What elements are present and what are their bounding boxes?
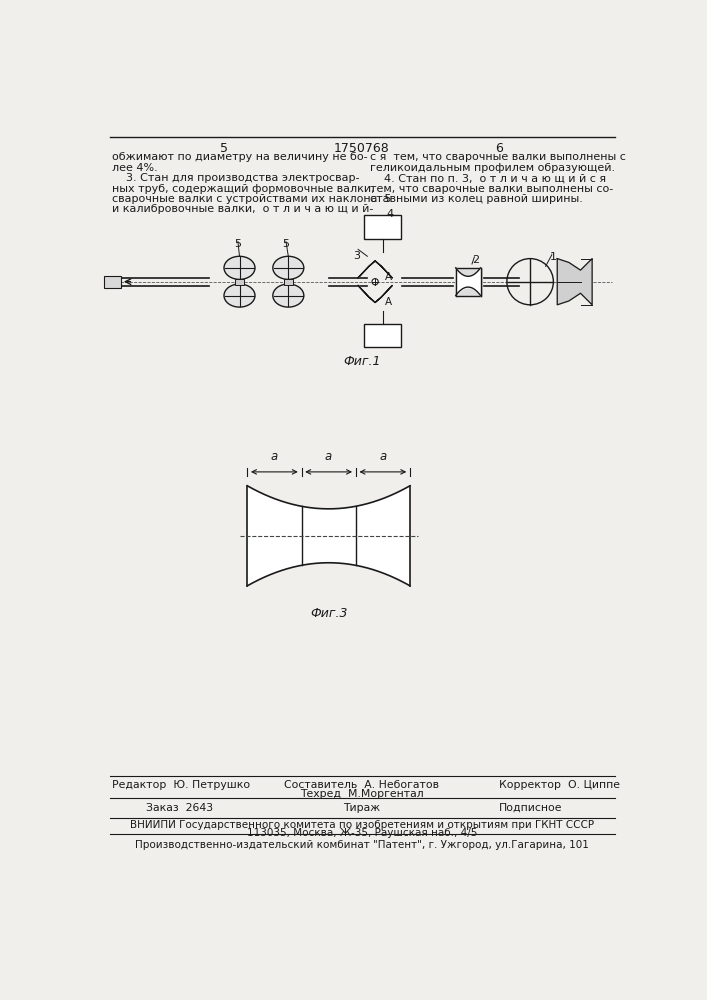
Ellipse shape: [224, 284, 255, 307]
Text: 3: 3: [354, 251, 361, 261]
Bar: [235, 279, 244, 285]
Text: Заказ  2643: Заказ 2643: [146, 803, 214, 813]
Text: ВНИИПИ Государственного комитета по изобретениям и открытиям при ГКНТ СССР: ВНИИПИ Государственного комитета по изоб…: [130, 820, 594, 830]
Text: Корректор  О. Циппе: Корректор О. Циппе: [499, 780, 620, 790]
Ellipse shape: [273, 284, 304, 307]
Polygon shape: [358, 286, 392, 302]
Text: 1750768: 1750768: [334, 142, 390, 155]
Polygon shape: [247, 486, 410, 586]
Text: геликоидальным профилем образующей.: геликоидальным профилем образующей.: [370, 163, 616, 173]
Text: 4: 4: [387, 209, 394, 219]
Ellipse shape: [224, 256, 255, 279]
Text: Составитель  А. Небогатов: Составитель А. Небогатов: [284, 780, 440, 790]
Text: a: a: [271, 450, 278, 463]
Bar: [364, 215, 402, 239]
Text: a: a: [379, 450, 387, 463]
Ellipse shape: [273, 256, 304, 279]
Polygon shape: [358, 261, 392, 278]
Text: Подписное: Подписное: [499, 803, 563, 813]
Text: обжимают по диаметру на величину не бо-: обжимают по диаметру на величину не бо-: [112, 152, 367, 162]
Text: 113035, Москва, Ж-35, Раушская наб., 4/5: 113035, Москва, Ж-35, Раушская наб., 4/5: [247, 828, 477, 838]
Text: A: A: [385, 297, 392, 307]
Text: лее 4%.: лее 4%.: [112, 163, 158, 173]
Text: и калибровочные валки,  о т л и ч а ю щ и й-: и калибровочные валки, о т л и ч а ю щ и…: [112, 204, 373, 214]
Text: Техред  М.Моргентал: Техред М.Моргентал: [300, 789, 423, 799]
Text: Тираж: Тираж: [344, 803, 380, 813]
Text: 6: 6: [495, 142, 503, 155]
Bar: [104, 276, 121, 288]
Text: с я  тем, что сварочные валки выполнены с: с я тем, что сварочные валки выполнены с: [370, 152, 626, 162]
Text: сварочные валки с устройствами их наклона  5: сварочные валки с устройствами их наклон…: [112, 194, 391, 204]
Text: Производственно-издательский комбинат "Патент", г. Ужгород, ул.Гагарина, 101: Производственно-издательский комбинат "П…: [135, 840, 589, 850]
Text: a: a: [325, 450, 332, 463]
Bar: [284, 279, 293, 285]
Bar: [456, 268, 481, 296]
Text: Фиг.3: Фиг.3: [310, 607, 347, 620]
Text: 5: 5: [220, 142, 228, 155]
Text: 3. Стан для производства электросвар-: 3. Стан для производства электросвар-: [112, 173, 359, 183]
Text: Редактор  Ю. Петрушко: Редактор Ю. Петрушко: [112, 780, 250, 790]
Text: A: A: [385, 272, 392, 282]
Polygon shape: [557, 259, 592, 305]
Text: 5: 5: [283, 239, 289, 249]
Text: тем, что сварочные валки выполнены со-: тем, что сварочные валки выполнены со-: [370, 184, 614, 194]
Circle shape: [372, 279, 378, 285]
Text: 5: 5: [235, 239, 242, 249]
Text: ных труб, содержащий формовочные валки,: ных труб, содержащий формовочные валки,: [112, 184, 374, 194]
Bar: [364, 324, 402, 347]
Text: 1: 1: [549, 252, 556, 262]
Text: Фиг.1: Фиг.1: [343, 355, 380, 368]
Text: ставными из колец равной ширины.: ставными из колец равной ширины.: [370, 194, 583, 204]
Text: 4. Стан по п. 3,  о т л и ч а ю щ и й с я: 4. Стан по п. 3, о т л и ч а ю щ и й с я: [370, 173, 607, 183]
Text: 2: 2: [472, 255, 479, 265]
